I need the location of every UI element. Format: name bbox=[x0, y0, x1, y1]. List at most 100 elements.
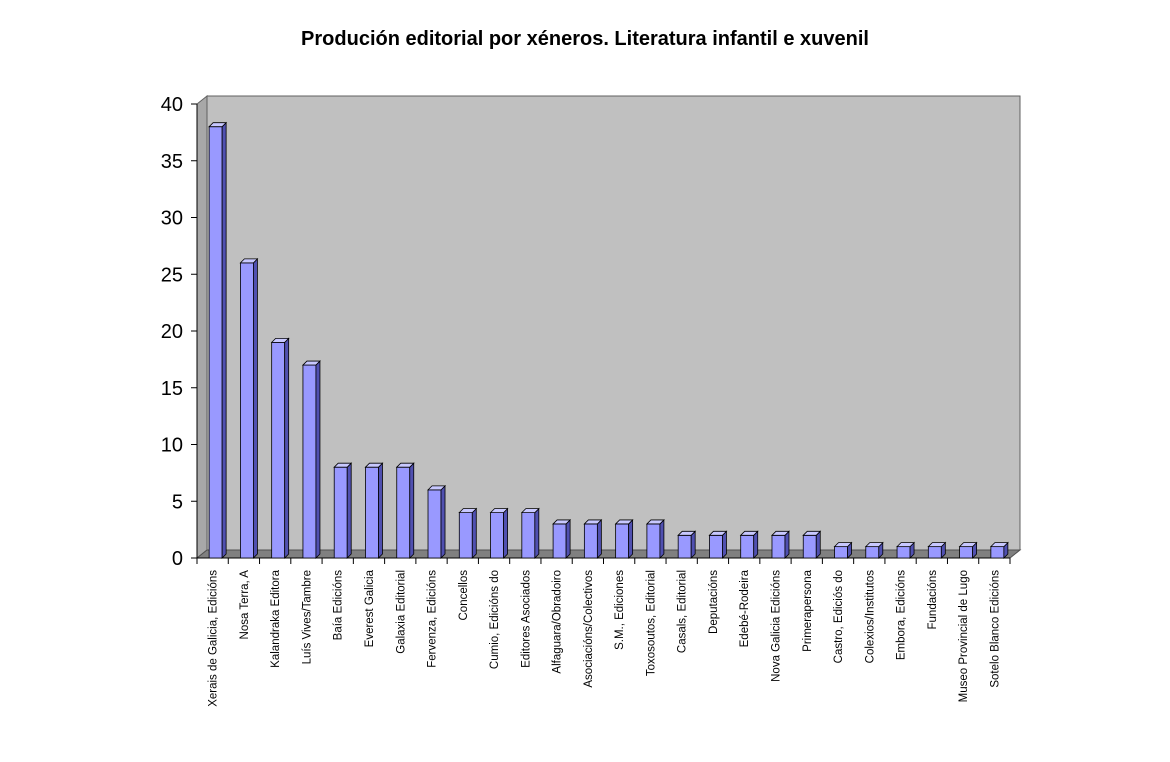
bar-front bbox=[927, 546, 942, 559]
bar-front bbox=[396, 466, 411, 559]
y-tick-label: 40 bbox=[161, 94, 183, 116]
bar-top bbox=[208, 122, 228, 128]
x-tick-label: Xerais de Galicia, Edicións bbox=[208, 570, 220, 707]
x-tick-label: Toxosoutos, Editorial bbox=[645, 570, 657, 676]
bar-front bbox=[709, 534, 723, 559]
bar-top bbox=[989, 542, 1009, 548]
bar-front bbox=[771, 534, 786, 559]
y-tick-label: 35 bbox=[161, 151, 183, 173]
bar-front bbox=[302, 364, 317, 559]
y-tick-label: 15 bbox=[161, 378, 183, 400]
bar-side bbox=[534, 507, 540, 559]
bar-side bbox=[596, 518, 602, 559]
y-tick-labels: 0 5 10 15 20 25 30 35 40 bbox=[161, 94, 183, 570]
bars bbox=[208, 121, 1009, 559]
x-tick-label: Cumio, Edicións do bbox=[489, 570, 501, 669]
bar-top bbox=[833, 542, 853, 548]
plot-back-wall bbox=[206, 95, 1021, 551]
bar-front bbox=[802, 534, 817, 559]
bar-side bbox=[722, 530, 727, 559]
bar-side bbox=[784, 530, 790, 559]
x-tick-label: Fundacións bbox=[927, 570, 939, 630]
bar-top bbox=[802, 530, 822, 536]
bar-side bbox=[315, 360, 321, 559]
bar bbox=[333, 462, 353, 559]
bar-front bbox=[740, 534, 755, 559]
bar-top bbox=[458, 508, 478, 513]
bar bbox=[833, 541, 853, 559]
x-tick-label: Castro, Ediciós do bbox=[833, 570, 845, 663]
bar bbox=[583, 518, 603, 559]
bar-front bbox=[865, 546, 880, 559]
bar-side bbox=[815, 530, 821, 559]
x-tick-label: Baía Edicións bbox=[333, 570, 345, 641]
bar-side bbox=[690, 530, 696, 559]
bar-top bbox=[677, 530, 697, 536]
bar-top bbox=[896, 542, 916, 548]
bar-front bbox=[646, 523, 661, 559]
bar bbox=[301, 360, 321, 559]
x-tick-label: Concellos bbox=[458, 570, 470, 621]
bar-top bbox=[395, 462, 415, 468]
y-tick-label: 0 bbox=[172, 548, 183, 570]
bar-top bbox=[552, 519, 572, 525]
bar bbox=[896, 541, 916, 559]
bar-front bbox=[552, 523, 567, 559]
bar-front bbox=[208, 126, 223, 559]
bar-top bbox=[239, 258, 259, 264]
plot-side-wall bbox=[196, 94, 208, 560]
bar-side bbox=[628, 518, 634, 559]
bar-front bbox=[677, 534, 692, 559]
bar-side bbox=[253, 257, 258, 559]
bar-top bbox=[771, 530, 790, 536]
x-tick-label: Deputacións bbox=[708, 570, 720, 634]
bar-front bbox=[521, 512, 536, 559]
bar-top bbox=[864, 542, 884, 548]
bar bbox=[864, 541, 884, 559]
x-tick-label: Alfaguara/Obradoiro bbox=[552, 570, 564, 674]
bar-side bbox=[409, 462, 415, 559]
bar-side bbox=[284, 337, 290, 559]
bar-front bbox=[959, 546, 973, 559]
bar bbox=[489, 507, 509, 559]
bar bbox=[771, 530, 790, 559]
plot-walls bbox=[195, 94, 1022, 560]
bar bbox=[552, 518, 572, 559]
y-tick-label: 20 bbox=[161, 321, 183, 343]
plot-floor bbox=[195, 549, 1022, 559]
bar-top bbox=[270, 337, 290, 343]
bar-top bbox=[333, 462, 353, 468]
bar bbox=[708, 530, 728, 559]
x-tick-label: S.M., Ediciones bbox=[614, 570, 626, 650]
bar-side bbox=[346, 462, 352, 559]
x-tick-label: Colexios/Institutos bbox=[864, 570, 876, 664]
bar-front bbox=[990, 546, 1005, 559]
x-tick-label: Luís Vives/Tambre bbox=[301, 570, 313, 664]
bar-front bbox=[834, 546, 848, 559]
bar-side bbox=[221, 121, 227, 559]
bar bbox=[458, 507, 478, 559]
x-tick-label: Primerapersona bbox=[802, 569, 814, 651]
y-tick-label: 30 bbox=[161, 208, 183, 230]
bar-side bbox=[753, 530, 759, 559]
bar bbox=[395, 462, 415, 559]
bar bbox=[989, 541, 1009, 559]
bar-front bbox=[271, 341, 286, 559]
x-tick-label: Asociacións/Colectivos bbox=[583, 570, 595, 688]
bar bbox=[520, 507, 540, 559]
bar-top bbox=[489, 508, 509, 513]
x-tick-label: Editores Asociados bbox=[520, 570, 532, 668]
bar-side bbox=[440, 484, 446, 559]
x-tick-label: Museo Provincial de Lugo bbox=[958, 570, 970, 702]
bar bbox=[239, 257, 259, 559]
bar bbox=[208, 121, 228, 559]
bar-front bbox=[240, 262, 254, 559]
bar-front bbox=[427, 489, 442, 559]
y-tick-label: 10 bbox=[161, 435, 183, 457]
x-tick-label: Nosa Terra, A bbox=[239, 570, 251, 640]
bar bbox=[677, 530, 697, 559]
bar-top bbox=[645, 519, 665, 525]
bar bbox=[645, 518, 665, 559]
x-tick-label: Galaxia Editorial bbox=[395, 570, 407, 654]
